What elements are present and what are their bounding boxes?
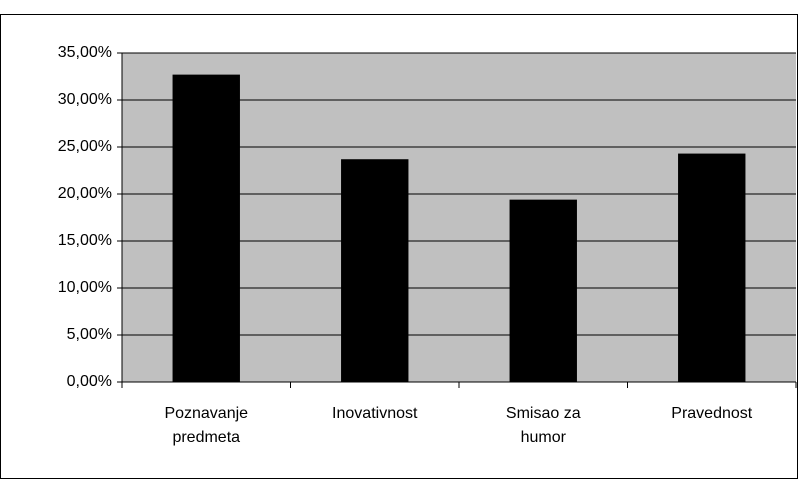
y-tick-label: 25,00%: [58, 138, 112, 155]
y-tick-label: 20,00%: [58, 185, 112, 202]
bar: [509, 199, 577, 382]
y-tick-label: 15,00%: [58, 232, 112, 249]
bar: [172, 74, 240, 383]
x-tick-label: Poznavanje predmeta: [164, 405, 249, 446]
x-tick-label: Inovativnost: [332, 405, 418, 422]
y-tick-label: 5,00%: [67, 326, 112, 343]
y-tick-label: 0,00%: [67, 373, 112, 390]
x-tick-label: Pravednost: [671, 405, 753, 422]
bar: [341, 159, 409, 382]
y-tick-label: 35,00%: [58, 44, 112, 61]
x-tick-label: Smisao za humor: [505, 405, 581, 446]
y-tick-label: 10,00%: [58, 279, 112, 296]
bar: [678, 153, 746, 382]
y-tick-label: 30,00%: [58, 91, 112, 108]
